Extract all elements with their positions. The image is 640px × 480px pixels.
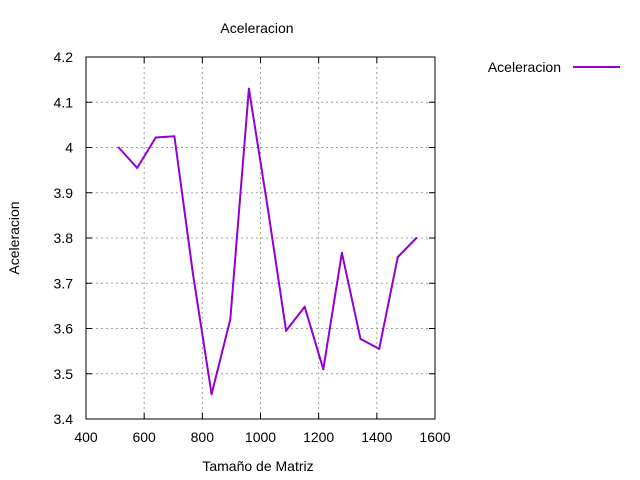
x-tick-label: 400 (74, 429, 98, 445)
y-tick-label: 3.4 (54, 411, 74, 427)
y-tick-label: 3.5 (54, 366, 74, 382)
y-tick-label: 4.2 (54, 49, 74, 65)
y-axis-label: Aceleracion (6, 201, 22, 274)
x-tick-label: 1600 (419, 429, 450, 445)
data-point (247, 87, 250, 90)
y-tick-label: 3.8 (54, 230, 74, 246)
data-point (173, 135, 176, 138)
x-tick-label: 1000 (245, 429, 276, 445)
x-tick-label: 800 (191, 429, 215, 445)
data-point (192, 273, 195, 276)
chart-title: Aceleracion (220, 20, 293, 36)
data-point (396, 256, 399, 259)
legend-label: Aceleracion (488, 59, 561, 75)
data-point (229, 318, 232, 321)
data-point (154, 136, 157, 139)
data-point (266, 205, 269, 208)
data-point (340, 251, 343, 254)
data-point (136, 166, 139, 169)
axis-ticks: 400 600 800 1000 1200 1400 1600 3.4 3.5 3.6 3.7 3.8… (54, 49, 451, 445)
data-point (117, 146, 120, 149)
data-point (322, 368, 325, 371)
x-tick-label: 600 (132, 429, 156, 445)
y-tick-label: 3.9 (54, 185, 74, 201)
x-tick-label: 1200 (303, 429, 334, 445)
y-tick-label: 4 (65, 140, 73, 156)
x-tick-label: 1400 (361, 429, 392, 445)
series-line (117, 87, 418, 396)
legend: Aceleracion (488, 59, 620, 75)
data-point (378, 347, 381, 350)
x-axis-label: Tamaño de Matriz (202, 458, 313, 474)
y-tick-label: 3.7 (54, 275, 74, 291)
data-point (359, 337, 362, 340)
data-point (415, 237, 418, 239)
y-tick-label: 3.6 (54, 321, 74, 337)
data-point (303, 305, 306, 308)
data-point (285, 329, 288, 332)
y-tick-label: 4.1 (54, 94, 74, 110)
grid-lines (86, 57, 435, 419)
series-layer (117, 87, 418, 396)
data-point (210, 393, 213, 396)
